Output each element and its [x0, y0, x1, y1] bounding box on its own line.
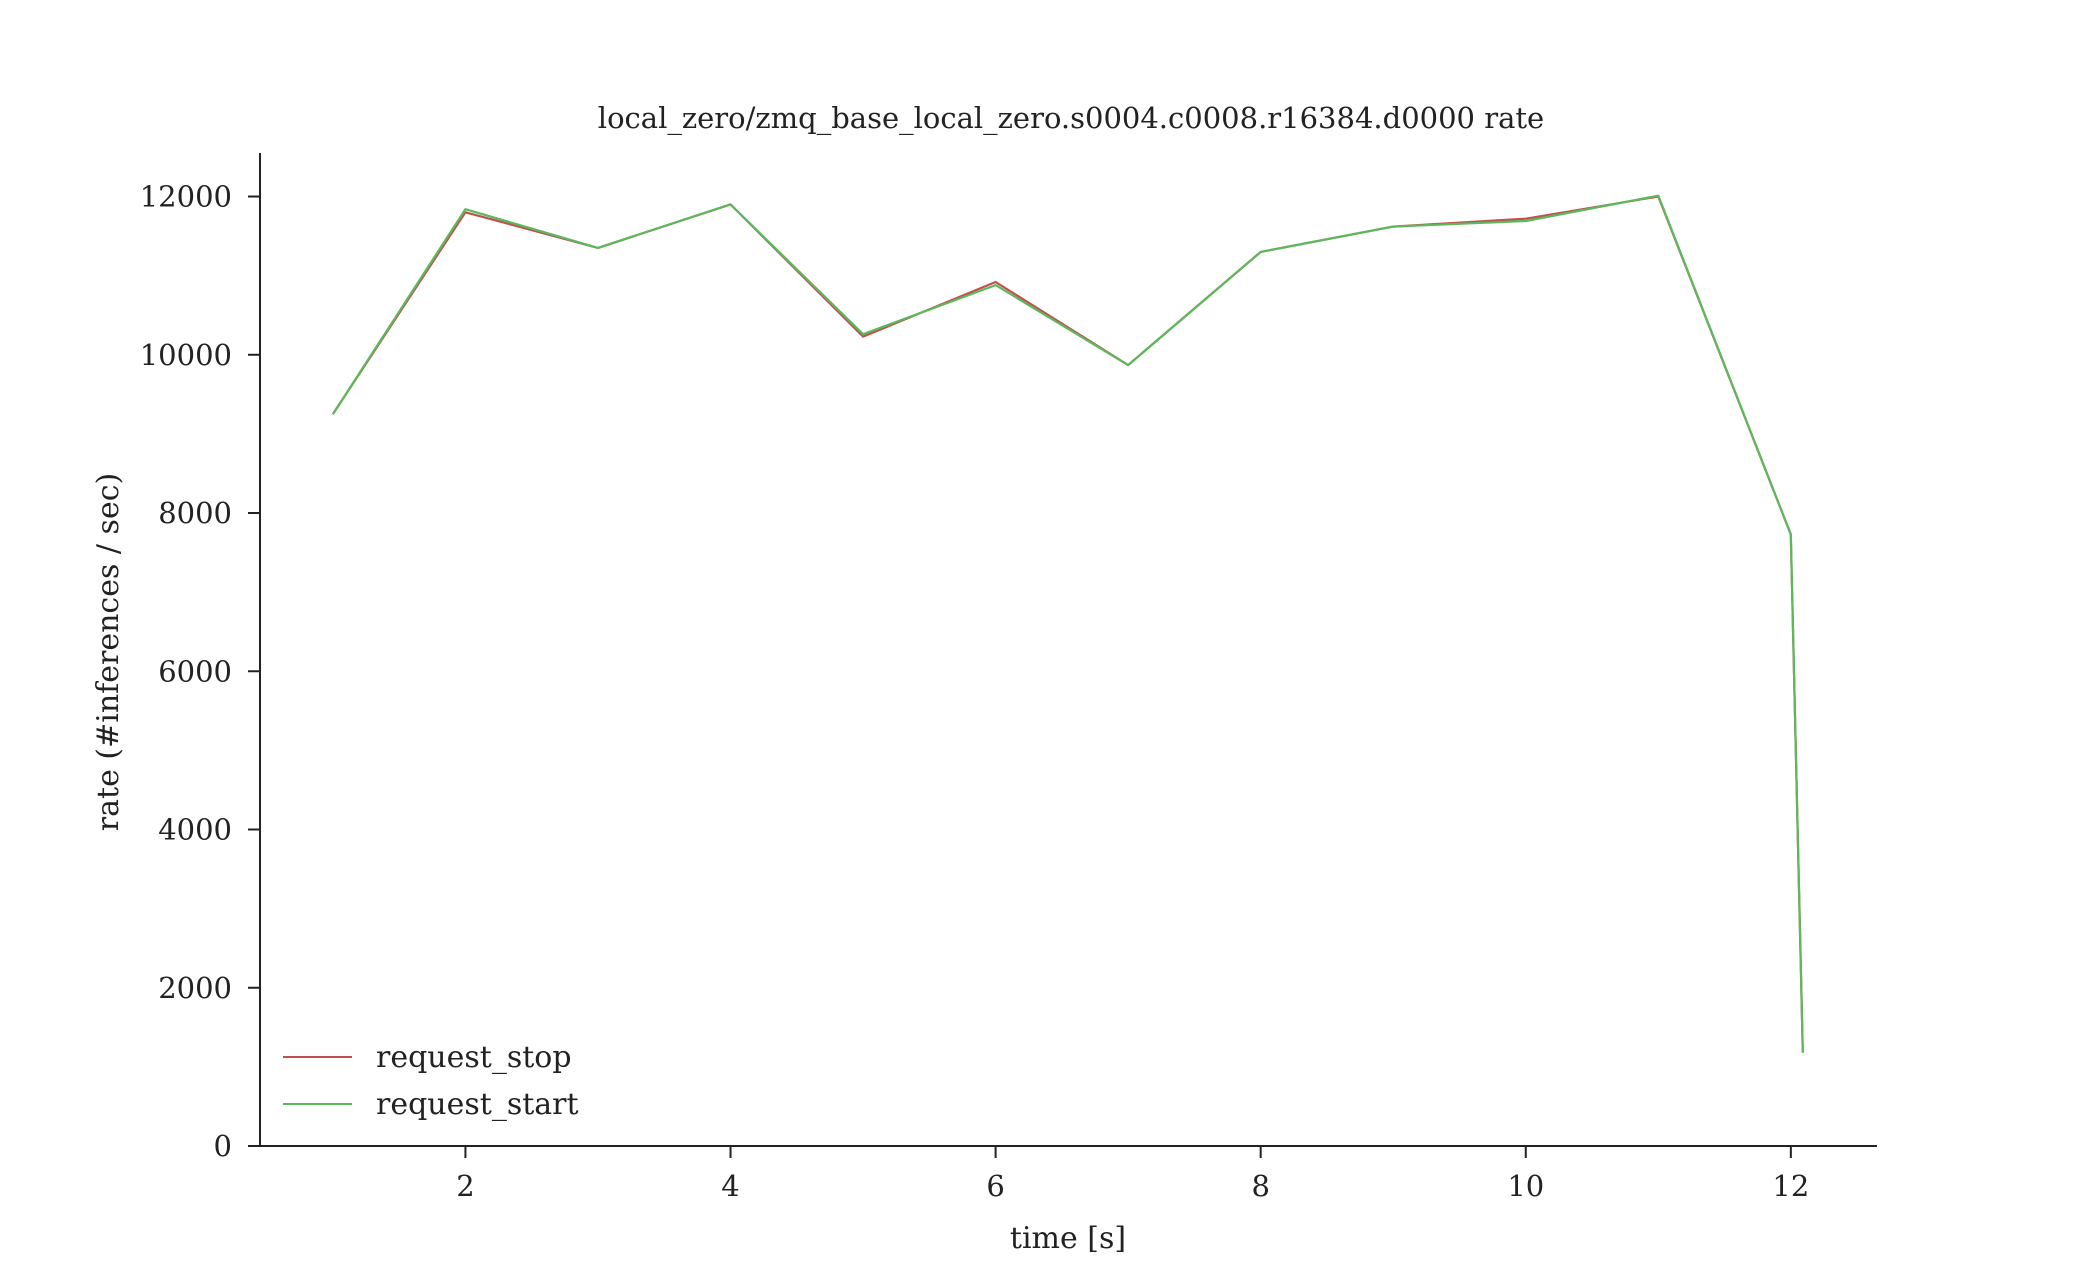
- y-tick-label: 12000: [140, 180, 232, 214]
- chart-title: local_zero/zmq_base_local_zero.s0004.c00…: [598, 101, 1544, 136]
- x-tick-label: 12: [1772, 1169, 1809, 1203]
- x-tick-label: 4: [721, 1169, 739, 1203]
- y-tick-label: 6000: [158, 654, 232, 688]
- y-tick-label: 0: [214, 1129, 232, 1163]
- y-tick-label: 4000: [158, 813, 232, 847]
- y-tick-label: 8000: [158, 496, 232, 530]
- x-axis-ticks: 2 4 6 8 10 12: [456, 1146, 1809, 1203]
- y-tick-label: 2000: [158, 971, 232, 1005]
- series-lines: [331, 194, 1804, 1053]
- series-line-request-start: [331, 194, 1804, 1053]
- y-axis-ticks: 0 2000 4000 6000 8000 10000 12000: [140, 180, 260, 1163]
- legend-label-request-stop: request_stop: [376, 1040, 572, 1075]
- series-line-request-stop: [331, 195, 1804, 1053]
- y-tick-label: 10000: [140, 338, 232, 372]
- legend-label-request-start: request_start: [376, 1087, 579, 1122]
- x-tick-label: 10: [1507, 1169, 1544, 1203]
- x-tick-label: 8: [1251, 1169, 1269, 1203]
- x-tick-label: 2: [456, 1169, 474, 1203]
- legend: request_stop request_start: [283, 1040, 579, 1122]
- y-axis-label: rate (#inferences / sec): [91, 473, 126, 831]
- x-tick-label: 6: [986, 1169, 1004, 1203]
- x-axis-label: time [s]: [1010, 1221, 1126, 1256]
